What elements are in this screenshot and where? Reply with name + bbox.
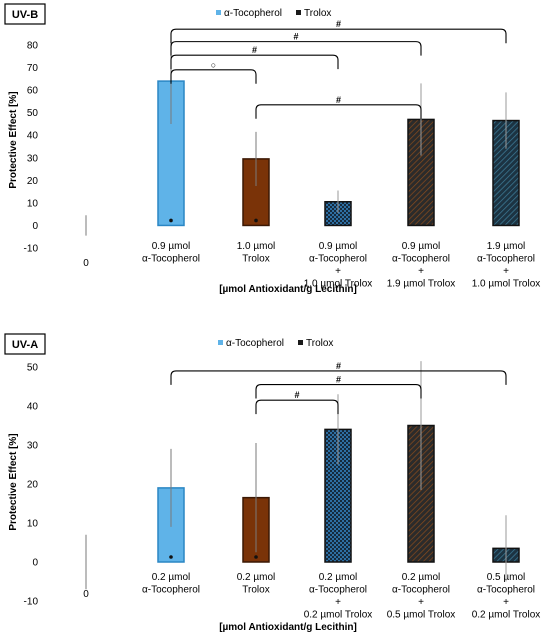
- panel-label: UV-B: [12, 9, 38, 21]
- y-tick-label: 0: [32, 558, 38, 569]
- category-label: 0.5 µmol Trolox: [387, 610, 456, 621]
- legend-label-trolox: Trolox: [306, 338, 333, 349]
- legend-label-trolox: Trolox: [304, 8, 331, 19]
- category-label: +: [418, 266, 424, 277]
- y-tick-label: 20: [27, 176, 39, 187]
- significance-bracket: [170, 28, 507, 44]
- y-tick-label: -10: [24, 244, 39, 255]
- significance-mark: #: [336, 361, 341, 371]
- significance-bracket: [170, 370, 507, 385]
- category-label: 0.9 µmol: [152, 241, 191, 252]
- category-label: 0.2 µmol: [319, 572, 358, 583]
- category-label: α-Tocopherol: [142, 254, 200, 265]
- y-tick-label: 10: [27, 519, 39, 530]
- x-axis-label: [µmol Antioxidant/g Lecithin]: [219, 284, 357, 295]
- category-label: +: [418, 597, 424, 608]
- y-axis-label: Protective Effect [%]: [8, 433, 19, 530]
- y-tick-label: 70: [27, 63, 39, 74]
- significance-mark: #: [252, 45, 257, 55]
- category-label: α-Tocopherol: [309, 254, 367, 265]
- y-tick-label: 40: [27, 131, 39, 142]
- y-tick-label: 20: [27, 480, 39, 491]
- significance-bracket: [170, 41, 422, 56]
- legend-label-tocopherol: α-Tocopherol: [226, 338, 284, 349]
- legend-label-tocopherol: α-Tocopherol: [224, 8, 282, 19]
- category-label: α-Tocopherol: [392, 254, 450, 265]
- category-label: Trolox: [242, 254, 269, 265]
- category-label: 0: [83, 589, 89, 600]
- category-label: α-Tocopherol: [309, 585, 367, 596]
- significance-bracket: [170, 54, 339, 70]
- y-tick-label: 50: [27, 363, 39, 374]
- significance-bracket: [255, 399, 339, 415]
- y-tick-label: -10: [24, 597, 39, 608]
- category-label: 0.9 µmol: [319, 241, 358, 252]
- panel-uva: UV-A α-Tocopherol Trolox Protective Effe…: [4, 333, 541, 633]
- significance-mark: #: [293, 32, 298, 42]
- category-label: 1.0 µmol: [237, 241, 276, 252]
- category-label: α-Tocopherol: [477, 585, 535, 596]
- bar-marker-dot: [169, 218, 173, 223]
- category-label: Trolox: [242, 585, 269, 596]
- significance-mark: #: [336, 375, 341, 385]
- y-tick-label: 50: [27, 108, 39, 119]
- category-label: 0.9 µmol: [402, 241, 441, 252]
- category-label: α-Tocopherol: [392, 585, 450, 596]
- category-label: 0.2 µmol Trolox: [472, 610, 541, 621]
- legend-swatch-trolox: [296, 10, 301, 15]
- y-tick-label: 60: [27, 86, 39, 97]
- significance-bracket: [255, 384, 422, 399]
- y-tick-label: 40: [27, 402, 39, 413]
- bar: [407, 424, 435, 563]
- category-label: 1.0 µmol Trolox: [472, 279, 541, 290]
- category-label: +: [503, 266, 509, 277]
- y-axis-label: Protective Effect [%]: [8, 91, 19, 188]
- category-label: 1.9 µmol Trolox: [387, 279, 456, 290]
- bar-marker-dot: [169, 555, 173, 559]
- legend-swatch-tocopherol: [216, 10, 221, 15]
- panel-label-box: [4, 333, 46, 355]
- bar-marker-dot: [254, 218, 258, 223]
- significance-mark: #: [294, 390, 299, 400]
- category-label: +: [335, 266, 341, 277]
- y-tick-label: 0: [32, 221, 38, 232]
- significance-bracket: [255, 104, 422, 119]
- panel-label-box: [4, 3, 46, 25]
- significance-bracket: [170, 69, 257, 84]
- category-label: 0: [83, 258, 89, 269]
- panel-uvb: UV-B α-Tocopherol Trolox Protective Effe…: [4, 3, 541, 295]
- legend-swatch-tocopherol: [218, 340, 223, 345]
- panel-label: UV-A: [12, 339, 38, 351]
- category-label: 0.2 µmol: [237, 572, 276, 583]
- category-label: 1.0 µmol Trolox: [304, 279, 373, 290]
- significance-mark: #: [336, 95, 341, 105]
- category-label: 0.2 µmol Trolox: [304, 610, 373, 621]
- category-label: α-Tocopherol: [477, 254, 535, 265]
- significance-mark: #: [336, 19, 341, 29]
- y-tick-label: 10: [27, 198, 39, 209]
- category-label: α-Tocopherol: [142, 585, 200, 596]
- x-axis-label: [µmol Antioxidant/g Lecithin]: [219, 622, 357, 633]
- y-tick-label: 30: [27, 153, 39, 164]
- category-label: 0.2 µmol: [402, 572, 441, 583]
- bar-marker-dot: [254, 555, 258, 559]
- y-tick-label: 80: [27, 41, 39, 52]
- legend-swatch-trolox: [298, 340, 303, 345]
- category-label: +: [503, 597, 509, 608]
- y-tick-label: 30: [27, 441, 39, 452]
- category-label: 0.2 µmol: [152, 572, 191, 583]
- category-label: 1.9 µmol: [487, 241, 526, 252]
- category-label: +: [335, 597, 341, 608]
- significance-mark: ○: [211, 60, 216, 70]
